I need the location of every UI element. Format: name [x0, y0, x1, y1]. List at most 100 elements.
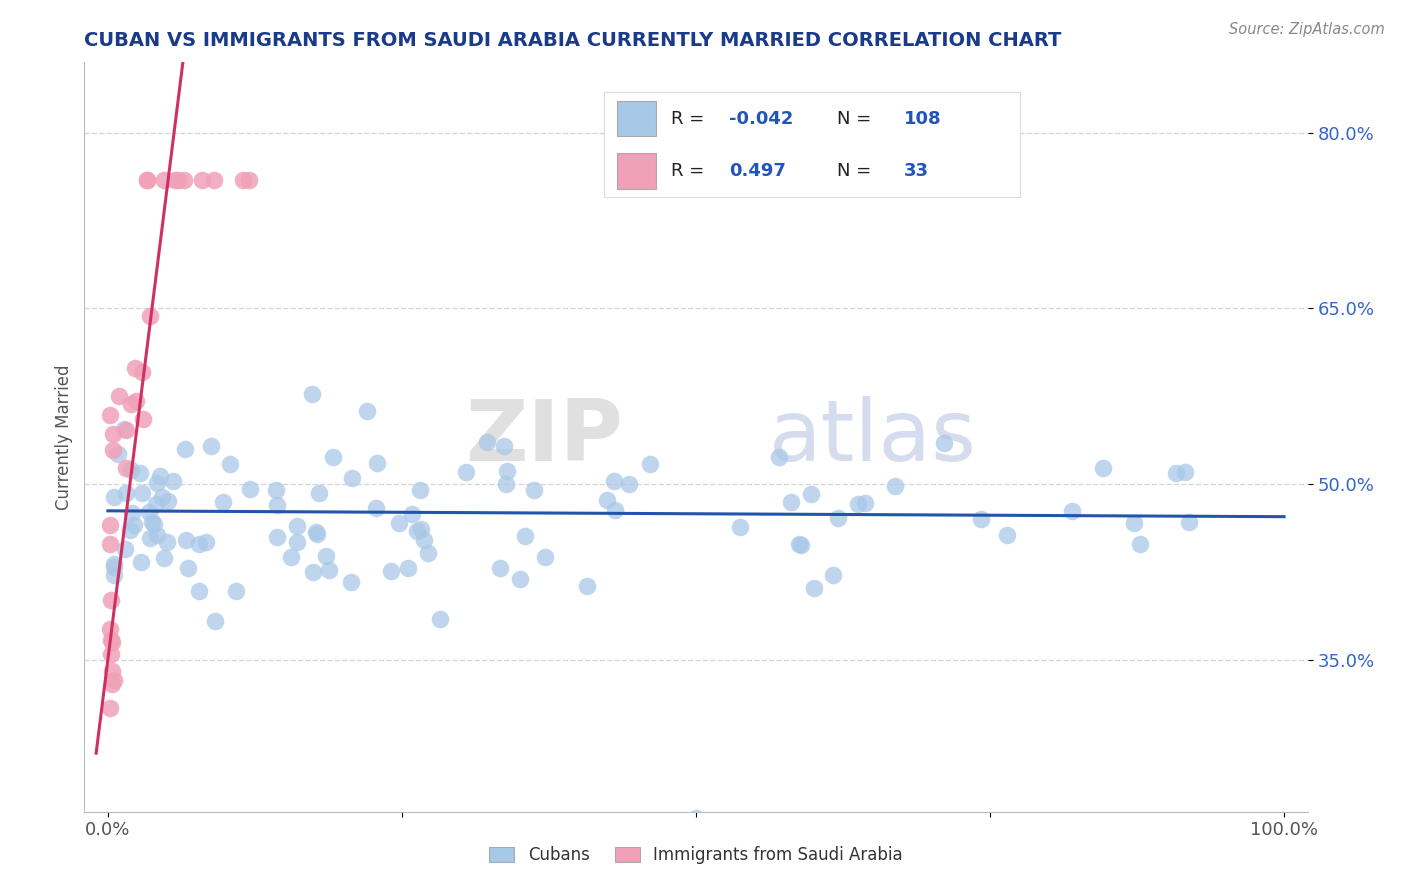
Point — [821, 567, 844, 582]
Point — [131, 365, 153, 379]
Point — [156, 535, 179, 549]
Point — [280, 549, 302, 564]
Point — [120, 397, 142, 411]
Point — [429, 611, 451, 625]
Point — [115, 460, 138, 475]
Point — [685, 811, 707, 825]
Point — [129, 555, 152, 569]
Point — [146, 528, 169, 542]
Point — [165, 172, 187, 186]
Point — [728, 520, 751, 534]
Point — [204, 614, 226, 628]
Point — [496, 464, 519, 478]
Point — [100, 622, 122, 636]
Point — [138, 310, 160, 324]
Point — [995, 528, 1018, 542]
Point — [305, 524, 328, 539]
Point — [239, 482, 262, 496]
Point — [232, 172, 254, 186]
Point — [318, 563, 340, 577]
Point — [121, 506, 143, 520]
Point — [103, 559, 125, 574]
Point — [146, 476, 169, 491]
Point — [139, 531, 162, 545]
Point — [366, 456, 388, 470]
Text: CUBAN VS IMMIGRANTS FROM SAUDI ARABIA CURRENTLY MARRIED CORRELATION CHART: CUBAN VS IMMIGRANTS FROM SAUDI ARABIA CU… — [84, 30, 1062, 50]
Text: Source: ZipAtlas.com: Source: ZipAtlas.com — [1229, 22, 1385, 37]
Point — [409, 483, 432, 497]
Point — [285, 519, 308, 533]
Point — [605, 503, 627, 517]
Point — [153, 551, 176, 566]
Point — [211, 495, 233, 509]
Point — [780, 495, 803, 509]
Point — [356, 404, 378, 418]
Point — [103, 568, 125, 582]
Point — [1166, 466, 1188, 480]
Point — [617, 477, 640, 491]
Legend: Cubans, Immigrants from Saudi Arabia: Cubans, Immigrants from Saudi Arabia — [482, 839, 910, 871]
Point — [225, 584, 247, 599]
Point — [301, 386, 323, 401]
Point — [308, 486, 330, 500]
Point — [124, 360, 146, 375]
Point — [523, 483, 546, 497]
Point — [827, 511, 849, 525]
Point — [136, 172, 159, 186]
Point — [103, 557, 125, 571]
Point — [103, 673, 125, 688]
Point — [142, 516, 165, 531]
Point — [188, 584, 211, 599]
Point — [595, 493, 617, 508]
Point — [266, 498, 288, 512]
Point — [177, 561, 200, 575]
Y-axis label: Currently Married: Currently Married — [55, 364, 73, 510]
Text: atlas: atlas — [769, 395, 977, 479]
Point — [112, 422, 135, 436]
Point — [114, 541, 136, 556]
Point — [364, 501, 387, 516]
Point — [124, 517, 146, 532]
Point — [640, 457, 662, 471]
Point — [513, 529, 536, 543]
Point — [153, 172, 176, 186]
Point — [100, 593, 122, 607]
Point — [418, 546, 440, 560]
Point — [194, 534, 217, 549]
Point — [202, 172, 225, 186]
Point — [266, 530, 288, 544]
Point — [115, 485, 138, 500]
Point — [191, 172, 214, 186]
Point — [173, 172, 195, 186]
Point — [401, 507, 423, 521]
Point — [167, 172, 190, 186]
Point — [287, 534, 309, 549]
Point — [200, 439, 222, 453]
Point — [1178, 515, 1201, 529]
Point — [768, 450, 790, 464]
Point — [302, 565, 325, 579]
Point — [803, 582, 825, 596]
Point — [136, 172, 159, 186]
Point — [1174, 465, 1197, 479]
Point — [454, 465, 477, 479]
Point — [787, 537, 810, 551]
Point — [98, 537, 121, 551]
Point — [846, 497, 869, 511]
Point — [152, 491, 174, 505]
Point — [932, 436, 955, 450]
Point — [853, 496, 876, 510]
Point — [800, 486, 823, 500]
Point — [406, 524, 429, 538]
Point — [380, 564, 402, 578]
Point — [495, 477, 517, 491]
Point — [790, 538, 813, 552]
Point — [100, 633, 122, 648]
Point — [107, 447, 129, 461]
Point — [101, 427, 124, 442]
Point — [412, 533, 434, 548]
Point — [534, 549, 557, 564]
Point — [162, 474, 184, 488]
Point — [98, 408, 121, 422]
Point — [100, 647, 122, 661]
